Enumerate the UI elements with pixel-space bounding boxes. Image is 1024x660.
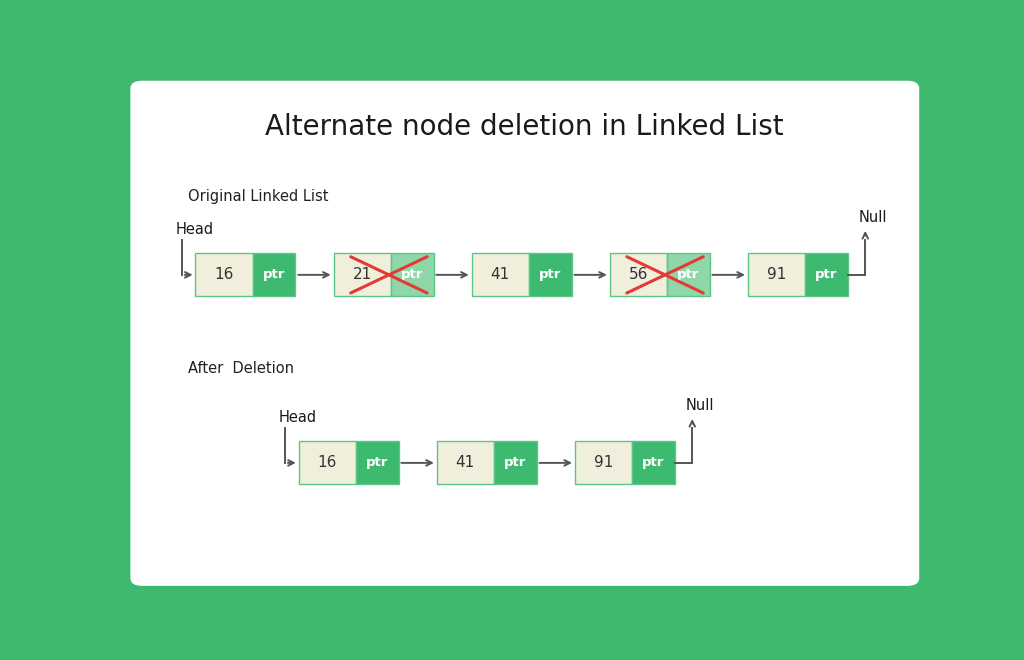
Text: 16: 16 bbox=[317, 455, 337, 471]
FancyBboxPatch shape bbox=[299, 442, 355, 484]
Text: 16: 16 bbox=[214, 267, 233, 282]
FancyBboxPatch shape bbox=[472, 253, 528, 296]
Text: 56: 56 bbox=[629, 267, 648, 282]
Text: ptr: ptr bbox=[677, 269, 699, 281]
Text: ptr: ptr bbox=[263, 269, 286, 281]
Text: ptr: ptr bbox=[504, 457, 526, 469]
Text: Original Linked List: Original Linked List bbox=[187, 189, 328, 203]
Text: Head: Head bbox=[279, 410, 316, 424]
Text: Null: Null bbox=[859, 211, 888, 226]
Text: ptr: ptr bbox=[642, 457, 665, 469]
FancyBboxPatch shape bbox=[748, 253, 805, 296]
FancyBboxPatch shape bbox=[667, 253, 710, 296]
FancyBboxPatch shape bbox=[436, 442, 494, 484]
Text: After  Deletion: After Deletion bbox=[187, 362, 294, 376]
Text: 21: 21 bbox=[352, 267, 372, 282]
Text: 41: 41 bbox=[456, 455, 475, 471]
FancyBboxPatch shape bbox=[528, 253, 571, 296]
Text: Alternate node deletion in Linked List: Alternate node deletion in Linked List bbox=[265, 114, 784, 141]
FancyBboxPatch shape bbox=[574, 442, 632, 484]
FancyBboxPatch shape bbox=[609, 253, 667, 296]
Text: ptr: ptr bbox=[366, 457, 388, 469]
Text: 91: 91 bbox=[767, 267, 786, 282]
Text: ptr: ptr bbox=[815, 269, 838, 281]
FancyBboxPatch shape bbox=[196, 253, 253, 296]
FancyBboxPatch shape bbox=[334, 253, 391, 296]
Text: Null: Null bbox=[686, 399, 715, 413]
FancyBboxPatch shape bbox=[130, 81, 920, 586]
FancyBboxPatch shape bbox=[253, 253, 296, 296]
Text: Head: Head bbox=[176, 222, 214, 237]
FancyBboxPatch shape bbox=[391, 253, 433, 296]
Text: ptr: ptr bbox=[539, 269, 561, 281]
FancyBboxPatch shape bbox=[355, 442, 398, 484]
Text: 91: 91 bbox=[594, 455, 613, 471]
Text: 41: 41 bbox=[490, 267, 510, 282]
FancyBboxPatch shape bbox=[805, 253, 848, 296]
FancyBboxPatch shape bbox=[632, 442, 675, 484]
FancyBboxPatch shape bbox=[494, 442, 537, 484]
Text: ptr: ptr bbox=[401, 269, 423, 281]
